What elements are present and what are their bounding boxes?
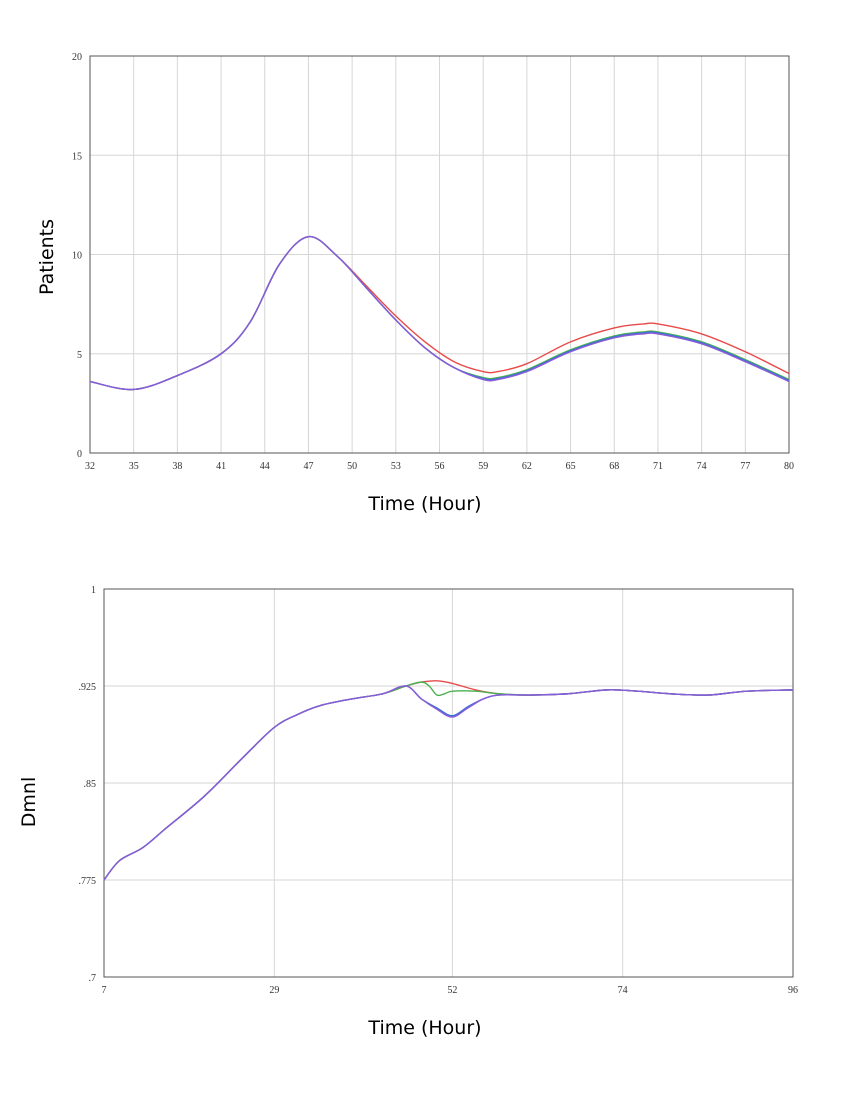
dmnl-x-tick-label: 74 bbox=[618, 985, 628, 996]
patients-x-tick-label: 62 bbox=[522, 461, 532, 472]
dmnl-x-axis-title: Time (Hour) bbox=[367, 1017, 481, 1039]
patients-x-tick-label: 53 bbox=[391, 461, 401, 472]
patients-chart: 32 35 38 41 44 47 50 53 56 59 62 65 68 71 74 77 80 0 5 10 15… bbox=[72, 52, 794, 472]
patients-x-tick-label: 41 bbox=[216, 461, 226, 472]
patients-y-tick-label: 0 bbox=[77, 449, 82, 460]
patients-x-tick-label: 59 bbox=[478, 461, 488, 472]
dmnl-y-tick-label: .7 bbox=[89, 973, 97, 984]
patients-y-tick-label: 15 bbox=[72, 151, 82, 162]
patients-plot-frame bbox=[89, 55, 790, 454]
dmnl-chart: 7 29 52 74 96 .7 .775 .85 .925 1 bbox=[79, 585, 799, 996]
patients-x-tick-label: 71 bbox=[653, 461, 663, 472]
patients-x-tick-label: 50 bbox=[347, 461, 357, 472]
dmnl-y-tick-label: .925 bbox=[79, 682, 97, 693]
dmnl-series-line-1 bbox=[103, 680, 794, 881]
dmnl-x-tick-label: 29 bbox=[269, 985, 279, 996]
dmnl-y-tick-label: .85 bbox=[84, 779, 97, 790]
patients-y-tick-label: 5 bbox=[77, 350, 82, 361]
patients-x-tick-label: 38 bbox=[172, 461, 182, 472]
patients-x-tick-label: 68 bbox=[609, 461, 619, 472]
patients-x-tick-label: 56 bbox=[435, 461, 445, 472]
patients-x-tick-label: 47 bbox=[303, 461, 313, 472]
patients-x-tick-label: 32 bbox=[85, 461, 95, 472]
patients-x-tick-label: 44 bbox=[260, 461, 270, 472]
patients-x-tick-label: 74 bbox=[697, 461, 707, 472]
dmnl-x-tick-label: 7 bbox=[102, 985, 107, 996]
patients-x-tick-label: 35 bbox=[129, 461, 139, 472]
dmnl-y-tick-label: .775 bbox=[79, 876, 97, 887]
dmnl-y-tick-label: 1 bbox=[91, 585, 96, 596]
dmnl-plot-frame bbox=[103, 588, 794, 978]
dmnl-y-axis-title: Dmnl bbox=[18, 777, 40, 827]
patients-series-line-4 bbox=[89, 235, 790, 391]
patients-x-tick-label: 80 bbox=[784, 461, 794, 472]
patients-x-axis-title: Time (Hour) bbox=[367, 493, 481, 515]
dmnl-series-line-2 bbox=[103, 681, 794, 881]
patients-y-tick-label: 20 bbox=[72, 52, 82, 63]
dmnl-x-tick-label: 96 bbox=[788, 985, 798, 996]
dmnl-series-line-4 bbox=[103, 685, 794, 881]
patients-y-tick-label: 10 bbox=[72, 251, 82, 262]
patients-x-tick-label: 77 bbox=[740, 461, 750, 472]
patients-y-axis-title: Patients bbox=[36, 219, 58, 295]
dmnl-x-tick-label: 52 bbox=[447, 985, 457, 996]
patients-x-tick-label: 65 bbox=[566, 461, 576, 472]
